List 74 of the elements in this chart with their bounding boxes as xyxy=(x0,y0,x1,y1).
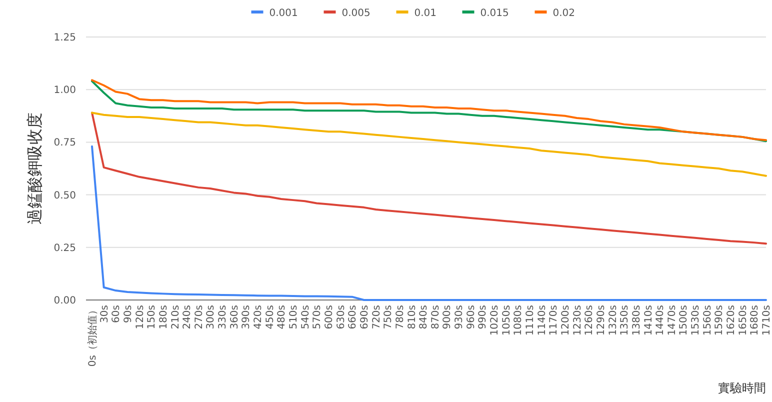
y-axis-title: 過錳酸鉀吸收度 xyxy=(25,112,44,224)
x-axis-title: 實驗時間 xyxy=(718,381,766,395)
x-tick-label: 990s xyxy=(478,305,489,330)
x-tick-label: 1320s xyxy=(608,305,619,336)
x-tick-label: 300s xyxy=(206,305,217,330)
line-series xyxy=(91,145,767,301)
x-tick-label: 1230s xyxy=(572,305,584,336)
x-tick-label: 1110s xyxy=(525,305,536,336)
x-tick-label: 1710s xyxy=(762,305,772,336)
x-tick-label: 1500s xyxy=(678,305,690,336)
x-tick-label: 1350s xyxy=(620,305,631,336)
x-tick-label: 180s xyxy=(158,305,170,330)
x-tick-label: 240s xyxy=(182,305,194,330)
y-tick-label: 0.75 xyxy=(54,138,76,149)
x-tick-label: 1410s xyxy=(643,305,654,336)
x-tick-label: 1530s xyxy=(690,305,702,336)
x-tick-label: 360s xyxy=(229,305,240,330)
x-tick-label: 600s xyxy=(324,305,335,330)
x-tick-label: 1680s xyxy=(750,305,761,336)
x-tick-label: 1020s xyxy=(490,305,501,336)
x-tick-label: 1650s xyxy=(738,305,749,336)
legend-label: 0.001 xyxy=(269,8,298,19)
x-tick-label: 1470s xyxy=(666,305,678,336)
x-tick-label: 480s xyxy=(276,305,288,330)
x-tick-label: 660s xyxy=(348,305,359,330)
x-tick-label: 90s xyxy=(122,305,134,323)
x-tick-label: 1170s xyxy=(548,305,560,336)
line-series xyxy=(91,112,767,245)
x-tick-label: 1590s xyxy=(714,305,726,336)
x-tick-label: 150s xyxy=(146,305,158,330)
x-tick-label: 1080s xyxy=(513,305,524,336)
x-tick-label: 120s xyxy=(134,305,146,330)
x-tick-label: 870s xyxy=(430,305,442,330)
x-tick-label: 930s xyxy=(454,305,466,330)
x-tick-label: 1620s xyxy=(726,305,738,336)
x-tick-label: 630s xyxy=(336,305,347,330)
x-tick-label: 510s xyxy=(288,305,300,330)
x-tick-label: 1200s xyxy=(560,305,572,336)
y-tick-label: 0.00 xyxy=(54,296,76,306)
x-tick-label: 1380s xyxy=(631,305,642,336)
x-tick-label: 780s xyxy=(394,305,406,330)
x-tick-label: 1050s xyxy=(501,305,512,336)
y-tick-label: 0.50 xyxy=(54,190,76,202)
y-tick-label: 0.25 xyxy=(54,242,76,254)
legend-label: 0.005 xyxy=(342,8,370,19)
y-tick-label: 1.00 xyxy=(54,85,76,96)
x-tick-label: 690s xyxy=(359,305,370,330)
x-tick-label: 1260s xyxy=(584,305,596,336)
x-tick-label: 30s xyxy=(99,305,110,323)
legend-label: 0.01 xyxy=(414,8,437,19)
x-tick-label: 210s xyxy=(170,305,182,330)
x-tick-label: 1440s xyxy=(655,305,666,336)
x-tick-label: 60s xyxy=(111,305,122,323)
x-tick-label: 1560s xyxy=(702,305,714,336)
x-tick-label: 420s xyxy=(253,305,264,330)
x-tick-label: 270s xyxy=(194,305,205,330)
y-tick-label: 1.25 xyxy=(54,32,76,44)
x-tick-label: 840s xyxy=(418,305,430,330)
x-tick-label: 810s xyxy=(406,305,418,330)
x-tick-label: 750s xyxy=(383,305,394,330)
legend-label: 0.015 xyxy=(480,8,509,19)
x-tick-label: 900s xyxy=(442,305,454,330)
x-tick-label: 1140s xyxy=(536,305,548,336)
x-tick-label: 450s xyxy=(264,305,276,330)
x-tick-label: 570s xyxy=(312,305,324,330)
legend-label: 0.02 xyxy=(552,8,576,19)
x-tick-label: 0s（初始值） xyxy=(86,305,98,367)
x-tick-label: 390s xyxy=(241,305,252,330)
line-series xyxy=(91,112,767,177)
x-tick-label: 720s xyxy=(371,305,382,330)
x-tick-label: 540s xyxy=(300,305,312,330)
x-tick-label: 1290s xyxy=(596,305,607,336)
x-tick-label: 330s xyxy=(218,305,229,330)
x-tick-label: 960s xyxy=(466,305,477,330)
